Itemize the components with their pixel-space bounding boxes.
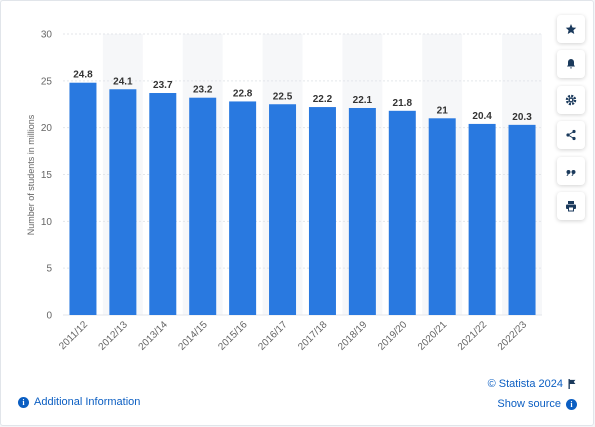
bar-value-label: 21 (437, 105, 449, 116)
quote-icon (566, 170, 576, 176)
y-tick-label: 0 (46, 311, 52, 322)
x-tick-label: 2011/12 (57, 319, 90, 352)
bar-value-label: 22.1 (353, 95, 373, 106)
bar (388, 110, 416, 315)
bar-value-label: 23.2 (193, 85, 213, 96)
x-tick-label: 2013/14 (137, 319, 171, 353)
statista-credit[interactable]: © Statista 2024 (488, 378, 577, 390)
info-icon: i (18, 396, 29, 408)
bar (468, 123, 496, 315)
bar-value-label: 20.3 (512, 112, 532, 123)
y-tick-label: 5 (46, 264, 52, 275)
share-icon (566, 129, 576, 141)
settings-button[interactable] (557, 86, 585, 114)
show-source-link[interactable]: Show source i (497, 398, 577, 410)
print-button[interactable] (557, 192, 585, 220)
credit-text: © Statista 2024 (487, 378, 563, 390)
x-tick-label: 2018/19 (336, 319, 370, 353)
y-tick-label: 30 (41, 30, 53, 41)
bar-chart: 0 5 10 15 20 25 30 24.8 24.1 23.7 23.2 22.8 22.5 22.… (26, 30, 542, 353)
x-tick-label: 2015/16 (216, 319, 250, 353)
bar-value-label: 23.7 (153, 80, 173, 91)
x-tick-label: 2017/18 (296, 319, 330, 353)
bar-value-label: 24.8 (73, 70, 93, 81)
y-tick-label: 20 (41, 123, 53, 134)
bar-value-label: 20.4 (472, 111, 492, 122)
bar (308, 107, 336, 315)
y-axis-ticks: 0 5 10 15 20 25 30 (41, 30, 53, 322)
cite-button[interactable] (557, 157, 585, 185)
flag-icon (568, 379, 576, 389)
additional-information-label: Additional Information (34, 396, 141, 408)
gear-icon (565, 94, 577, 106)
y-tick-label: 15 (41, 170, 53, 181)
bar (348, 107, 376, 315)
show-source-label: Show source (497, 398, 561, 410)
bar (149, 93, 177, 315)
bar-value-label: 22.5 (273, 91, 293, 102)
bar (189, 97, 217, 316)
x-tick-label: 2016/17 (256, 319, 290, 353)
x-tick-label: 2012/13 (97, 319, 131, 353)
additional-information-link[interactable]: i Additional Information (18, 396, 140, 408)
bar (269, 104, 297, 315)
bar-value-label: 21.8 (393, 98, 413, 109)
value-labels: 24.8 24.1 23.7 23.2 22.8 22.5 22.2 22.1 21.8 21 20… (73, 70, 532, 123)
favorite-button[interactable] (557, 15, 585, 43)
x-tick-label: 2019/20 (376, 319, 410, 353)
notification-button[interactable] (557, 50, 585, 78)
bell-icon (567, 59, 575, 69)
y-tick-label: 10 (41, 217, 53, 228)
bar-value-label: 24.1 (113, 76, 133, 87)
print-icon (566, 201, 576, 212)
bar (229, 101, 257, 315)
x-tick-label: 2022/23 (496, 319, 530, 353)
bar (69, 82, 97, 315)
x-axis-ticks: 2011/12 2012/13 2013/14 2014/15 2015/16 2016/… (57, 319, 529, 353)
bar-value-label: 22.8 (233, 88, 253, 99)
star-icon (565, 24, 577, 34)
share-button[interactable] (557, 121, 585, 149)
bar (428, 118, 456, 315)
bar (109, 89, 137, 315)
gridlines (63, 33, 542, 316)
y-tick-label: 25 (41, 76, 53, 87)
x-tick-label: 2014/15 (176, 319, 210, 353)
bar-value-label: 22.2 (313, 94, 333, 105)
y-axis-title: Number of students in millions (26, 114, 36, 235)
bars (69, 82, 536, 316)
x-tick-label: 2021/22 (456, 319, 490, 353)
x-tick-label: 2020/21 (416, 319, 450, 353)
info-icon: i (566, 398, 577, 410)
bar (508, 124, 536, 316)
